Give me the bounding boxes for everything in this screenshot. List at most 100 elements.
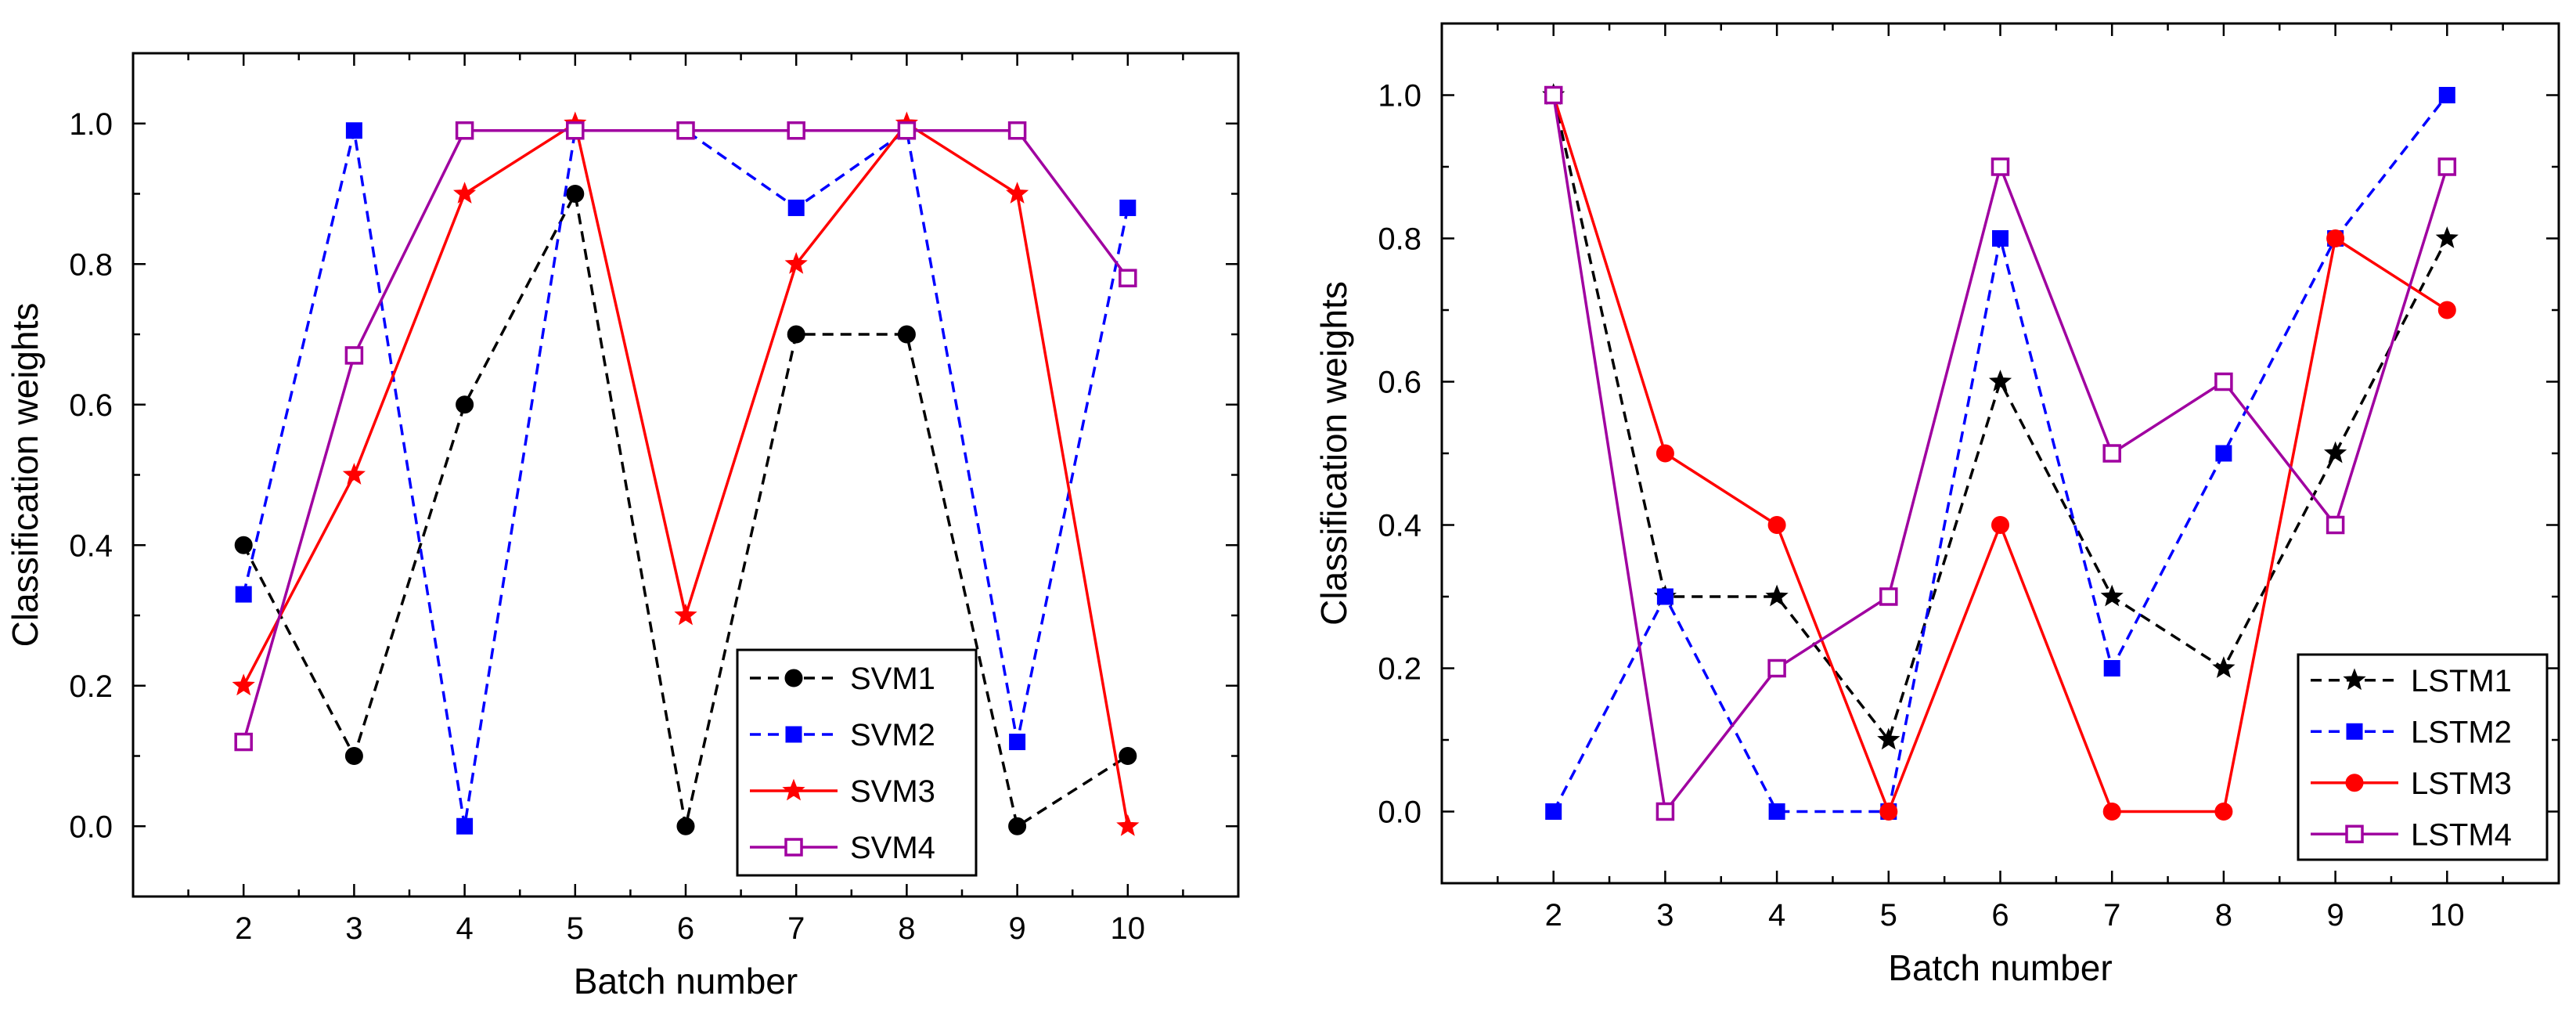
legend-marker xyxy=(2345,824,2364,843)
x-tick-label: 5 xyxy=(567,911,584,946)
x-tick-label: 4 xyxy=(1768,898,1785,933)
data-point xyxy=(456,395,474,414)
x-tick-label: 3 xyxy=(345,911,362,946)
series-line xyxy=(242,192,1129,828)
data-point xyxy=(2102,803,2121,821)
y-tick-label: 0.6 xyxy=(1378,366,1421,400)
data-point xyxy=(897,325,916,344)
x-axis-title: Batch number xyxy=(1888,947,2112,988)
data-point xyxy=(1116,814,1140,836)
x-tick-label: 10 xyxy=(1111,911,1146,946)
y-axis-title: Classification weights xyxy=(1313,281,1354,626)
data-point xyxy=(234,536,253,554)
data-point xyxy=(787,199,805,216)
y-tick-label: 1.0 xyxy=(69,107,113,142)
y-tick-label: 0.0 xyxy=(69,810,113,844)
x-tick-label: 3 xyxy=(1656,898,1673,933)
series-lstm4 xyxy=(1544,85,2457,821)
legend: LSTM1 LSTM2 LSTM3 LSTM4 xyxy=(2297,653,2549,861)
data-point xyxy=(676,817,695,835)
data-point xyxy=(787,121,805,140)
legend-marker xyxy=(2345,774,2364,792)
y-tick-label: 0.4 xyxy=(1378,509,1421,543)
data-point xyxy=(1119,747,1137,765)
data-point xyxy=(1007,121,1027,140)
data-point xyxy=(1768,803,1785,820)
series-line xyxy=(242,128,1129,742)
series-svm4 xyxy=(234,121,1137,752)
data-point xyxy=(344,747,363,765)
x-tick-label: 10 xyxy=(2430,898,2465,933)
data-point xyxy=(2326,229,2345,247)
x-tick-label: 7 xyxy=(787,911,805,946)
data-point xyxy=(2435,226,2459,248)
data-point xyxy=(342,463,366,485)
y-tick-label: 0.8 xyxy=(69,247,113,282)
legend-label: SVM1 xyxy=(850,662,935,696)
series-line xyxy=(242,122,1129,827)
data-point xyxy=(676,121,695,140)
x-tick-label: 2 xyxy=(1545,898,1562,933)
data-point xyxy=(2437,301,2456,319)
data-point xyxy=(1879,803,1898,821)
data-point xyxy=(566,121,585,140)
y-tick-label: 0.6 xyxy=(69,388,113,423)
data-point xyxy=(2214,372,2233,391)
y-tick-label: 0.0 xyxy=(1378,796,1421,830)
data-point xyxy=(2215,445,2232,462)
data-point xyxy=(455,121,474,140)
data-point xyxy=(2326,515,2345,535)
x-tick-label: 8 xyxy=(2215,898,2232,933)
legend-label: LSTM2 xyxy=(2411,715,2512,749)
legend-marker xyxy=(2343,668,2366,691)
x-tick-label: 9 xyxy=(1008,911,1025,946)
data-point xyxy=(232,673,255,696)
data-point xyxy=(345,122,362,139)
series-svm2 xyxy=(235,122,1137,835)
data-point xyxy=(2438,87,2455,103)
y-tick-label: 0.8 xyxy=(1378,222,1421,257)
x-axis-title: Batch number xyxy=(574,961,798,1001)
data-point xyxy=(1991,157,2010,176)
x-tick-label: 7 xyxy=(2103,898,2120,933)
legend-label: LSTM4 xyxy=(2411,817,2512,852)
data-point xyxy=(1009,734,1026,751)
legend-marker xyxy=(785,726,802,743)
legend-label: SVM4 xyxy=(850,831,935,865)
legend-label: SVM2 xyxy=(850,718,935,752)
data-point xyxy=(566,185,585,203)
legend-marker xyxy=(784,838,803,857)
data-point xyxy=(2323,441,2347,464)
data-point xyxy=(2212,656,2236,678)
data-point xyxy=(2214,803,2233,821)
legend-marker xyxy=(2346,723,2363,740)
data-point xyxy=(1545,803,1562,820)
data-point xyxy=(674,603,697,626)
y-tick-label: 0.4 xyxy=(69,529,113,563)
series-svm1 xyxy=(234,185,1137,835)
series-lstm3 xyxy=(1544,86,2456,821)
data-point xyxy=(1008,817,1027,835)
legend: SVM1 SVM2 SVM3 SVM4 xyxy=(736,648,978,877)
y-axis-title: Classification weights xyxy=(5,303,45,648)
legend-marker xyxy=(784,669,803,687)
data-point xyxy=(1765,584,1789,607)
data-point xyxy=(2102,444,2121,463)
data-point xyxy=(1544,85,1563,105)
data-point xyxy=(787,325,805,344)
series-line xyxy=(1551,95,2448,741)
y-tick-label: 1.0 xyxy=(1378,79,1421,114)
data-point xyxy=(1879,587,1898,606)
data-point xyxy=(2437,157,2457,176)
data-point xyxy=(1991,516,2009,534)
data-point xyxy=(1655,444,1674,463)
data-point xyxy=(1005,182,1029,204)
data-point xyxy=(344,346,364,365)
data-point xyxy=(1656,588,1673,605)
y-tick-label: 0.2 xyxy=(1378,652,1421,687)
data-point xyxy=(1767,516,1786,534)
x-tick-label: 6 xyxy=(677,911,694,946)
data-point xyxy=(1877,727,1900,750)
series-line xyxy=(242,128,1129,828)
